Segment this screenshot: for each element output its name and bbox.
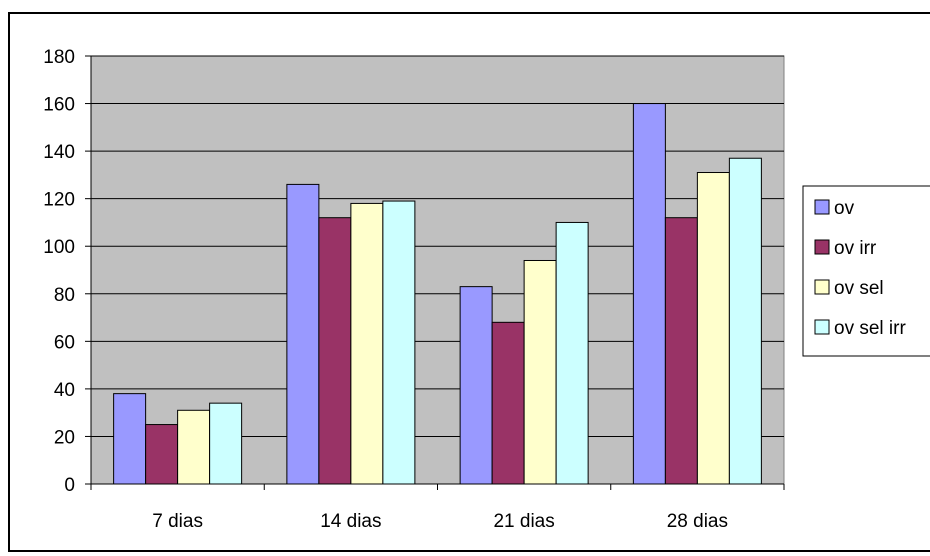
legend-label: ov sel irr	[834, 318, 906, 339]
bar-ov-sel-irr-21-dias	[555, 221, 589, 485]
y-tick-label: 0	[64, 475, 75, 496]
bar-ov-irr-14-dias	[318, 217, 352, 485]
bar-ov-sel-7-dias	[177, 409, 211, 485]
legend-swatch	[814, 319, 830, 335]
legend-swatch	[814, 199, 830, 215]
y-tick-labels: 0 20 40 60 80 100 120 140 160 180	[43, 47, 75, 496]
legend-label: ov irr	[834, 238, 877, 259]
x-tick-label: 28 dias	[667, 511, 728, 532]
y-tick-label: 180	[43, 47, 75, 68]
legend: ov ov irr ov sel ov sel irr	[802, 185, 930, 357]
x-tick-labels: 7 dias 14 dias 21 dias 28 dias	[152, 511, 728, 532]
y-tick-label: 160	[43, 95, 75, 116]
bar-ov-21-dias	[459, 286, 493, 485]
bar-ov-irr-21-dias	[491, 321, 525, 485]
legend-swatch	[814, 239, 830, 255]
bar-ov-7-dias	[113, 393, 147, 485]
bar-ov-irr-28-dias	[664, 217, 698, 485]
y-tick-label: 40	[54, 380, 75, 401]
y-tick-label: 120	[43, 190, 75, 211]
bar-ov-sel-irr-28-dias	[728, 157, 762, 485]
bar-ov-sel-irr-14-dias	[382, 200, 416, 485]
bar-ov-14-dias	[286, 183, 320, 485]
y-tick-label: 100	[43, 237, 75, 258]
legend-label: ov sel	[834, 278, 884, 299]
bar-ov-sel-21-dias	[523, 259, 557, 485]
y-tick-label: 60	[54, 332, 75, 353]
x-tick-label: 21 dias	[493, 511, 554, 532]
bars	[113, 103, 762, 485]
bar-ov-irr-7-dias	[145, 424, 179, 485]
y-tick-label: 140	[43, 142, 75, 163]
legend-swatch	[814, 279, 830, 295]
legend-label: ov	[834, 198, 855, 219]
x-tick-label: 14 dias	[320, 511, 381, 532]
x-tick-label: 7 dias	[152, 511, 203, 532]
y-tick-label: 20	[54, 427, 75, 448]
bar-ov-28-dias	[632, 103, 666, 485]
axes	[85, 55, 785, 490]
y-tick-label: 80	[54, 285, 75, 306]
bar-ov-sel-irr-7-dias	[209, 402, 243, 485]
bar-ov-sel-28-dias	[696, 172, 730, 485]
bar-ov-sel-14-dias	[350, 202, 384, 485]
